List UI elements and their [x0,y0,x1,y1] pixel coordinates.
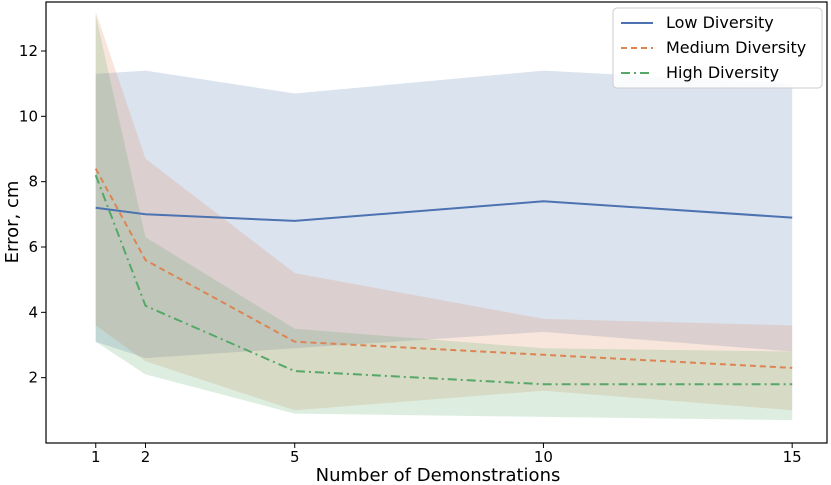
x-axis-label: Number of Demonstrations [316,465,561,485]
plot-frame [45,1,828,444]
series-line-1 [95,200,793,222]
y-axis-ticks: 2 4 6 8 10 12 [19,42,46,387]
confidence-band-1 [95,70,793,359]
series-lines [94,168,793,386]
x-tick-label: 1 [91,448,101,466]
legend-label-3: High Diversity [666,63,779,82]
y-tick-label: 8 [28,173,38,191]
x-tick-label: 10 [534,448,553,466]
x-tick-label: 15 [783,448,802,466]
x-tick-label: 5 [290,448,300,466]
legend-label-2: Medium Diversity [666,38,806,57]
y-tick-label: 6 [28,238,38,256]
confidence-band-3 [95,15,793,421]
y-tick-label: 10 [19,107,38,125]
series-line-2 [94,168,793,369]
y-tick-label: 12 [19,42,38,60]
confidence-bands [95,11,793,421]
legend-label-1: Low Diversity [666,13,774,32]
x-tick-label: 2 [141,448,151,466]
y-tick-label: 2 [28,369,38,387]
y-tick-label: 4 [28,303,38,321]
series-line-3 [94,174,793,386]
legend-box [612,7,823,89]
x-axis-ticks: 1 2 5 10 15 [91,443,802,466]
y-axis-label: Error, cm [2,181,23,264]
legend: Low Diversity Medium Diversity High Divers… [612,7,823,89]
confidence-band-2 [95,11,793,411]
